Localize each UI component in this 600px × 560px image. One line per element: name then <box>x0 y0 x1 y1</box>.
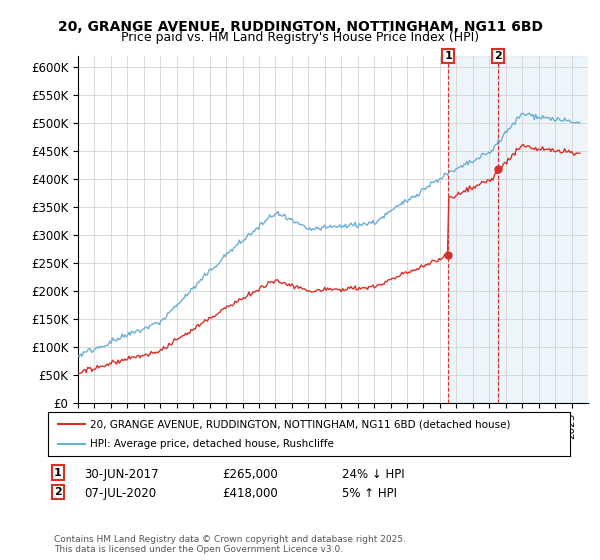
Text: HPI: Average price, detached house, Rushcliffe: HPI: Average price, detached house, Rush… <box>90 439 334 449</box>
Text: 1: 1 <box>54 468 62 478</box>
Text: Price paid vs. HM Land Registry's House Price Index (HPI): Price paid vs. HM Land Registry's House … <box>121 31 479 44</box>
Text: 30-JUN-2017: 30-JUN-2017 <box>84 468 158 480</box>
Text: 1: 1 <box>444 51 452 61</box>
Text: 07-JUL-2020: 07-JUL-2020 <box>84 487 156 500</box>
Text: 24% ↓ HPI: 24% ↓ HPI <box>342 468 404 480</box>
Text: 5% ↑ HPI: 5% ↑ HPI <box>342 487 397 500</box>
Text: 2: 2 <box>54 487 62 497</box>
Text: £418,000: £418,000 <box>222 487 278 500</box>
Text: Contains HM Land Registry data © Crown copyright and database right 2025.
This d: Contains HM Land Registry data © Crown c… <box>54 535 406 554</box>
Bar <box>498 56 588 403</box>
Text: 20, GRANGE AVENUE, RUDDINGTON, NOTTINGHAM, NG11 6BD: 20, GRANGE AVENUE, RUDDINGTON, NOTTINGHA… <box>58 20 542 34</box>
Text: 2: 2 <box>494 51 502 61</box>
Text: 20, GRANGE AVENUE, RUDDINGTON, NOTTINGHAM, NG11 6BD (detached house): 20, GRANGE AVENUE, RUDDINGTON, NOTTINGHA… <box>90 419 510 429</box>
Text: £265,000: £265,000 <box>222 468 278 480</box>
Bar <box>448 56 498 403</box>
